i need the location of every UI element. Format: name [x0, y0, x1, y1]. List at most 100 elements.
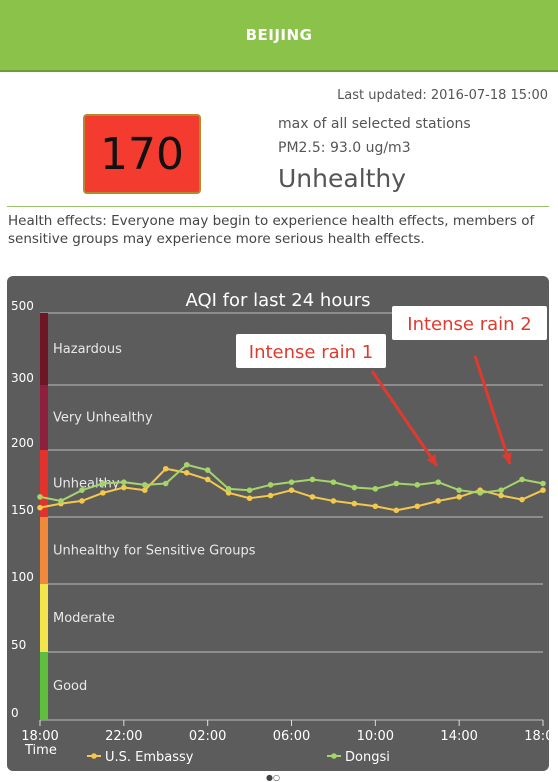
data-point-0	[162, 465, 169, 472]
y-tick-label: 200	[11, 436, 34, 450]
annotation-box	[392, 306, 547, 340]
aqi-band-strip	[40, 584, 48, 652]
data-point-0	[351, 500, 358, 507]
data-point-1	[288, 479, 295, 485]
data-point-0	[456, 494, 462, 500]
legend-label: U.S. Embassy	[105, 750, 194, 765]
aqi-band-strip	[40, 517, 48, 584]
y-tick-label: 500	[11, 299, 34, 313]
page-indicator[interactable]: ●○	[266, 773, 280, 782]
section-divider	[7, 206, 549, 207]
data-point-0	[79, 498, 85, 504]
data-point-1	[37, 494, 43, 500]
data-point-0	[435, 498, 442, 504]
x-tick-label: 02:00	[189, 729, 226, 744]
data-point-1	[519, 476, 525, 483]
data-point-1	[435, 479, 442, 485]
x-axis-label: Time	[24, 743, 57, 758]
data-point-0	[121, 484, 127, 491]
y-tick-label: 50	[11, 638, 26, 652]
data-point-1	[162, 480, 169, 487]
data-point-1	[540, 480, 546, 487]
data-point-1	[456, 487, 462, 493]
x-tick-label: 06:00	[273, 729, 310, 744]
x-tick-label: 14:00	[440, 729, 477, 744]
legend-label: Dongsi	[345, 750, 390, 765]
data-point-0	[393, 507, 400, 514]
data-point-0	[372, 503, 379, 510]
data-point-0	[330, 498, 337, 504]
aqi-category: Unhealthy	[278, 164, 407, 193]
annotation-arrow-shaft	[473, 355, 512, 465]
city-header-bar: BEIJING	[0, 0, 558, 72]
legend-swatch-dot	[91, 753, 97, 759]
data-point-0	[267, 492, 274, 499]
annotation-text: Intense rain 2	[407, 314, 531, 335]
data-point-0	[204, 476, 211, 483]
data-point-0	[141, 487, 148, 493]
data-point-0	[183, 469, 190, 476]
data-point-1	[183, 461, 190, 468]
data-point-1	[330, 479, 337, 485]
data-point-1	[121, 479, 127, 485]
data-point-1	[414, 482, 421, 488]
data-point-1	[393, 480, 400, 487]
last-updated: Last updated: 2016-07-18 15:00	[337, 88, 548, 103]
data-point-1	[372, 486, 379, 492]
aqi-chart: AQI for last 24 hours 0 50 100 150 200 300 500 G…	[11, 290, 549, 765]
data-point-1	[246, 487, 253, 493]
data-point-0	[414, 503, 421, 510]
annotation-box	[236, 334, 386, 368]
annotation-arrow-head	[501, 452, 512, 464]
x-tick-label: 22:00	[105, 729, 142, 744]
annotation-arrow-shaft	[370, 370, 439, 467]
data-point-1	[267, 482, 274, 488]
data-point-0	[540, 487, 546, 493]
data-point-0	[225, 490, 232, 496]
y-tick-label: 0	[11, 706, 19, 720]
data-point-0	[519, 496, 525, 503]
data-point-1	[351, 484, 358, 491]
data-point-1	[79, 487, 85, 493]
chart-title: AQI for last 24 hours	[185, 290, 370, 311]
data-point-1	[309, 476, 316, 483]
data-point-1	[58, 498, 64, 504]
aqi-band-label: Very Unhealthy	[53, 411, 153, 426]
station-note: max of all selected stations	[278, 116, 471, 132]
data-point-1	[477, 490, 483, 496]
aqi-band-label: Unhealthy	[53, 477, 120, 492]
aqi-band-strip	[40, 450, 48, 517]
data-point-0	[100, 490, 106, 496]
aqi-band-label: Unhealthy for Sensitive Groups	[53, 544, 256, 559]
aqi-band-label: Good	[53, 679, 87, 694]
data-point-1	[498, 487, 504, 493]
x-tick-label: 18:00	[524, 729, 549, 744]
x-tick-label: 10:00	[357, 729, 394, 744]
x-tick-label: 18:00	[21, 729, 58, 744]
data-point-0	[288, 487, 295, 493]
aqi-band-label: Moderate	[53, 611, 115, 626]
data-point-0	[498, 492, 504, 499]
data-point-0	[246, 495, 253, 502]
city-title: BEIJING	[245, 26, 313, 44]
aqi-chart-panel: AQI for last 24 hours 0 50 100 150 200 300 500 G…	[7, 276, 549, 771]
aqi-band-strip	[40, 385, 48, 450]
data-point-0	[309, 494, 316, 500]
data-point-1	[204, 467, 211, 473]
aqi-band-label: Hazardous	[53, 342, 122, 357]
aqi-band-strip	[40, 652, 48, 720]
data-point-1	[225, 486, 232, 492]
aqi-value: 170	[100, 128, 184, 180]
annotation-text: Intense rain 1	[249, 342, 373, 363]
y-tick-label: 150	[11, 503, 34, 517]
data-point-1	[100, 480, 106, 487]
y-tick-label: 100	[11, 570, 34, 584]
annotation-arrow-head	[426, 454, 437, 466]
data-point-1	[141, 482, 148, 488]
data-point-0	[37, 504, 43, 511]
legend-swatch-dot	[331, 753, 337, 759]
pm25-reading: PM2.5: 93.0 ug/m3	[278, 140, 411, 156]
health-effects-text: Health effects: Everyone may begin to ex…	[8, 213, 535, 247]
y-tick-label: 300	[11, 371, 34, 385]
aqi-band-strip	[40, 313, 48, 385]
